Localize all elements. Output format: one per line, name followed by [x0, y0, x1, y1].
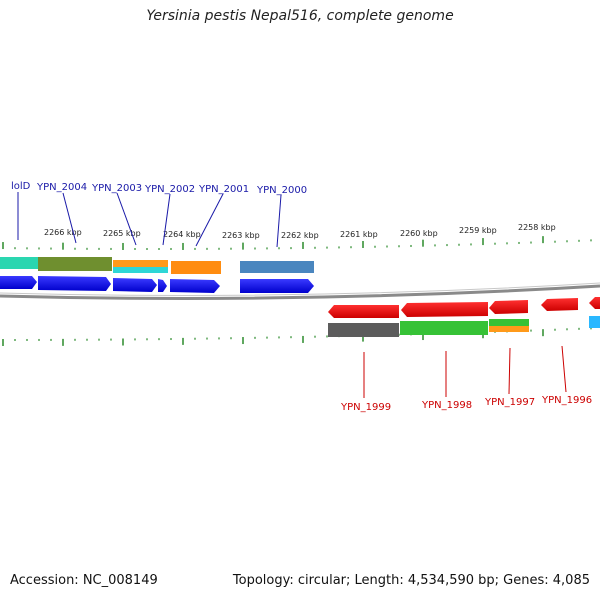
cog-block-orange — [489, 326, 529, 332]
scale-label: 2262 kbp — [281, 231, 319, 240]
cog-block-teal — [0, 257, 38, 269]
genome-map: 2266 kbp 2265 kbp 2264 kbp 2263 kbp 2262… — [0, 0, 600, 600]
cog-block-lightblue — [589, 316, 600, 328]
gene-arrow-forward — [240, 279, 314, 293]
gene-label-reverse: YPN_1999 — [340, 402, 391, 413]
cog-block-olive — [38, 257, 112, 271]
gene-arrow-reverse — [328, 305, 399, 318]
gene-arrow-forward — [170, 279, 220, 293]
gene-arrow-reverse — [541, 298, 578, 311]
cog-block-green — [400, 321, 488, 335]
scale-label: 2258 kbp — [518, 223, 556, 232]
scale-label: 2260 kbp — [400, 229, 438, 238]
reverse-genes — [328, 297, 600, 318]
genome-summary: Topology: circular; Length: 4,534,590 bp… — [233, 573, 590, 588]
gene-label-reverse: YPN_1996 — [541, 395, 592, 406]
scale-label: 2266 kbp — [44, 228, 82, 237]
gene-arrow-forward — [158, 279, 167, 292]
gene-label-forward: lolD — [11, 181, 31, 192]
gene-label-forward: YPN_2001 — [198, 184, 249, 195]
gene-arrow-forward — [0, 276, 37, 289]
cog-block-steelblue — [240, 261, 314, 273]
gene-label-forward: YPN_2003 — [91, 183, 142, 194]
scale-label: 2265 kbp — [103, 229, 141, 238]
gene-label-forward: YPN_2000 — [256, 185, 307, 196]
gene-label-reverse: YPN_1997 — [484, 397, 535, 408]
cog-block-orange — [113, 260, 168, 267]
gene-arrow-reverse — [589, 297, 600, 309]
forward-cog-track — [0, 257, 314, 274]
forward-gene-labels: lolD YPN_2004 YPN_2003 YPN_2002 YPN_2001… — [11, 181, 307, 247]
gene-label-forward: YPN_2004 — [36, 182, 87, 193]
reverse-cog-track — [328, 316, 600, 337]
scale-label: 2263 kbp — [222, 231, 260, 240]
gene-arrow-forward — [113, 278, 157, 292]
gene-arrow-forward — [38, 276, 111, 291]
forward-genes — [0, 276, 314, 293]
scale-labels: 2266 kbp 2265 kbp 2264 kbp 2263 kbp 2262… — [44, 223, 556, 240]
gene-label-forward: YPN_2002 — [144, 184, 195, 195]
cog-block-green — [489, 319, 529, 326]
gene-label-reverse: YPN_1998 — [421, 400, 472, 411]
cog-block-orange — [171, 261, 221, 274]
gene-arrow-reverse — [489, 300, 528, 314]
reverse-gene-labels: YPN_1999 YPN_1998 YPN_1997 YPN_1996 — [340, 346, 592, 413]
scale-label: 2259 kbp — [459, 226, 497, 235]
gene-arrow-reverse — [401, 302, 488, 317]
scale-label: 2261 kbp — [340, 230, 378, 239]
accession-label: Accession: NC_008149 — [10, 573, 158, 588]
cog-block-cyan — [113, 267, 168, 273]
scale-label: 2264 kbp — [163, 230, 201, 239]
cog-block-gray — [328, 323, 399, 337]
